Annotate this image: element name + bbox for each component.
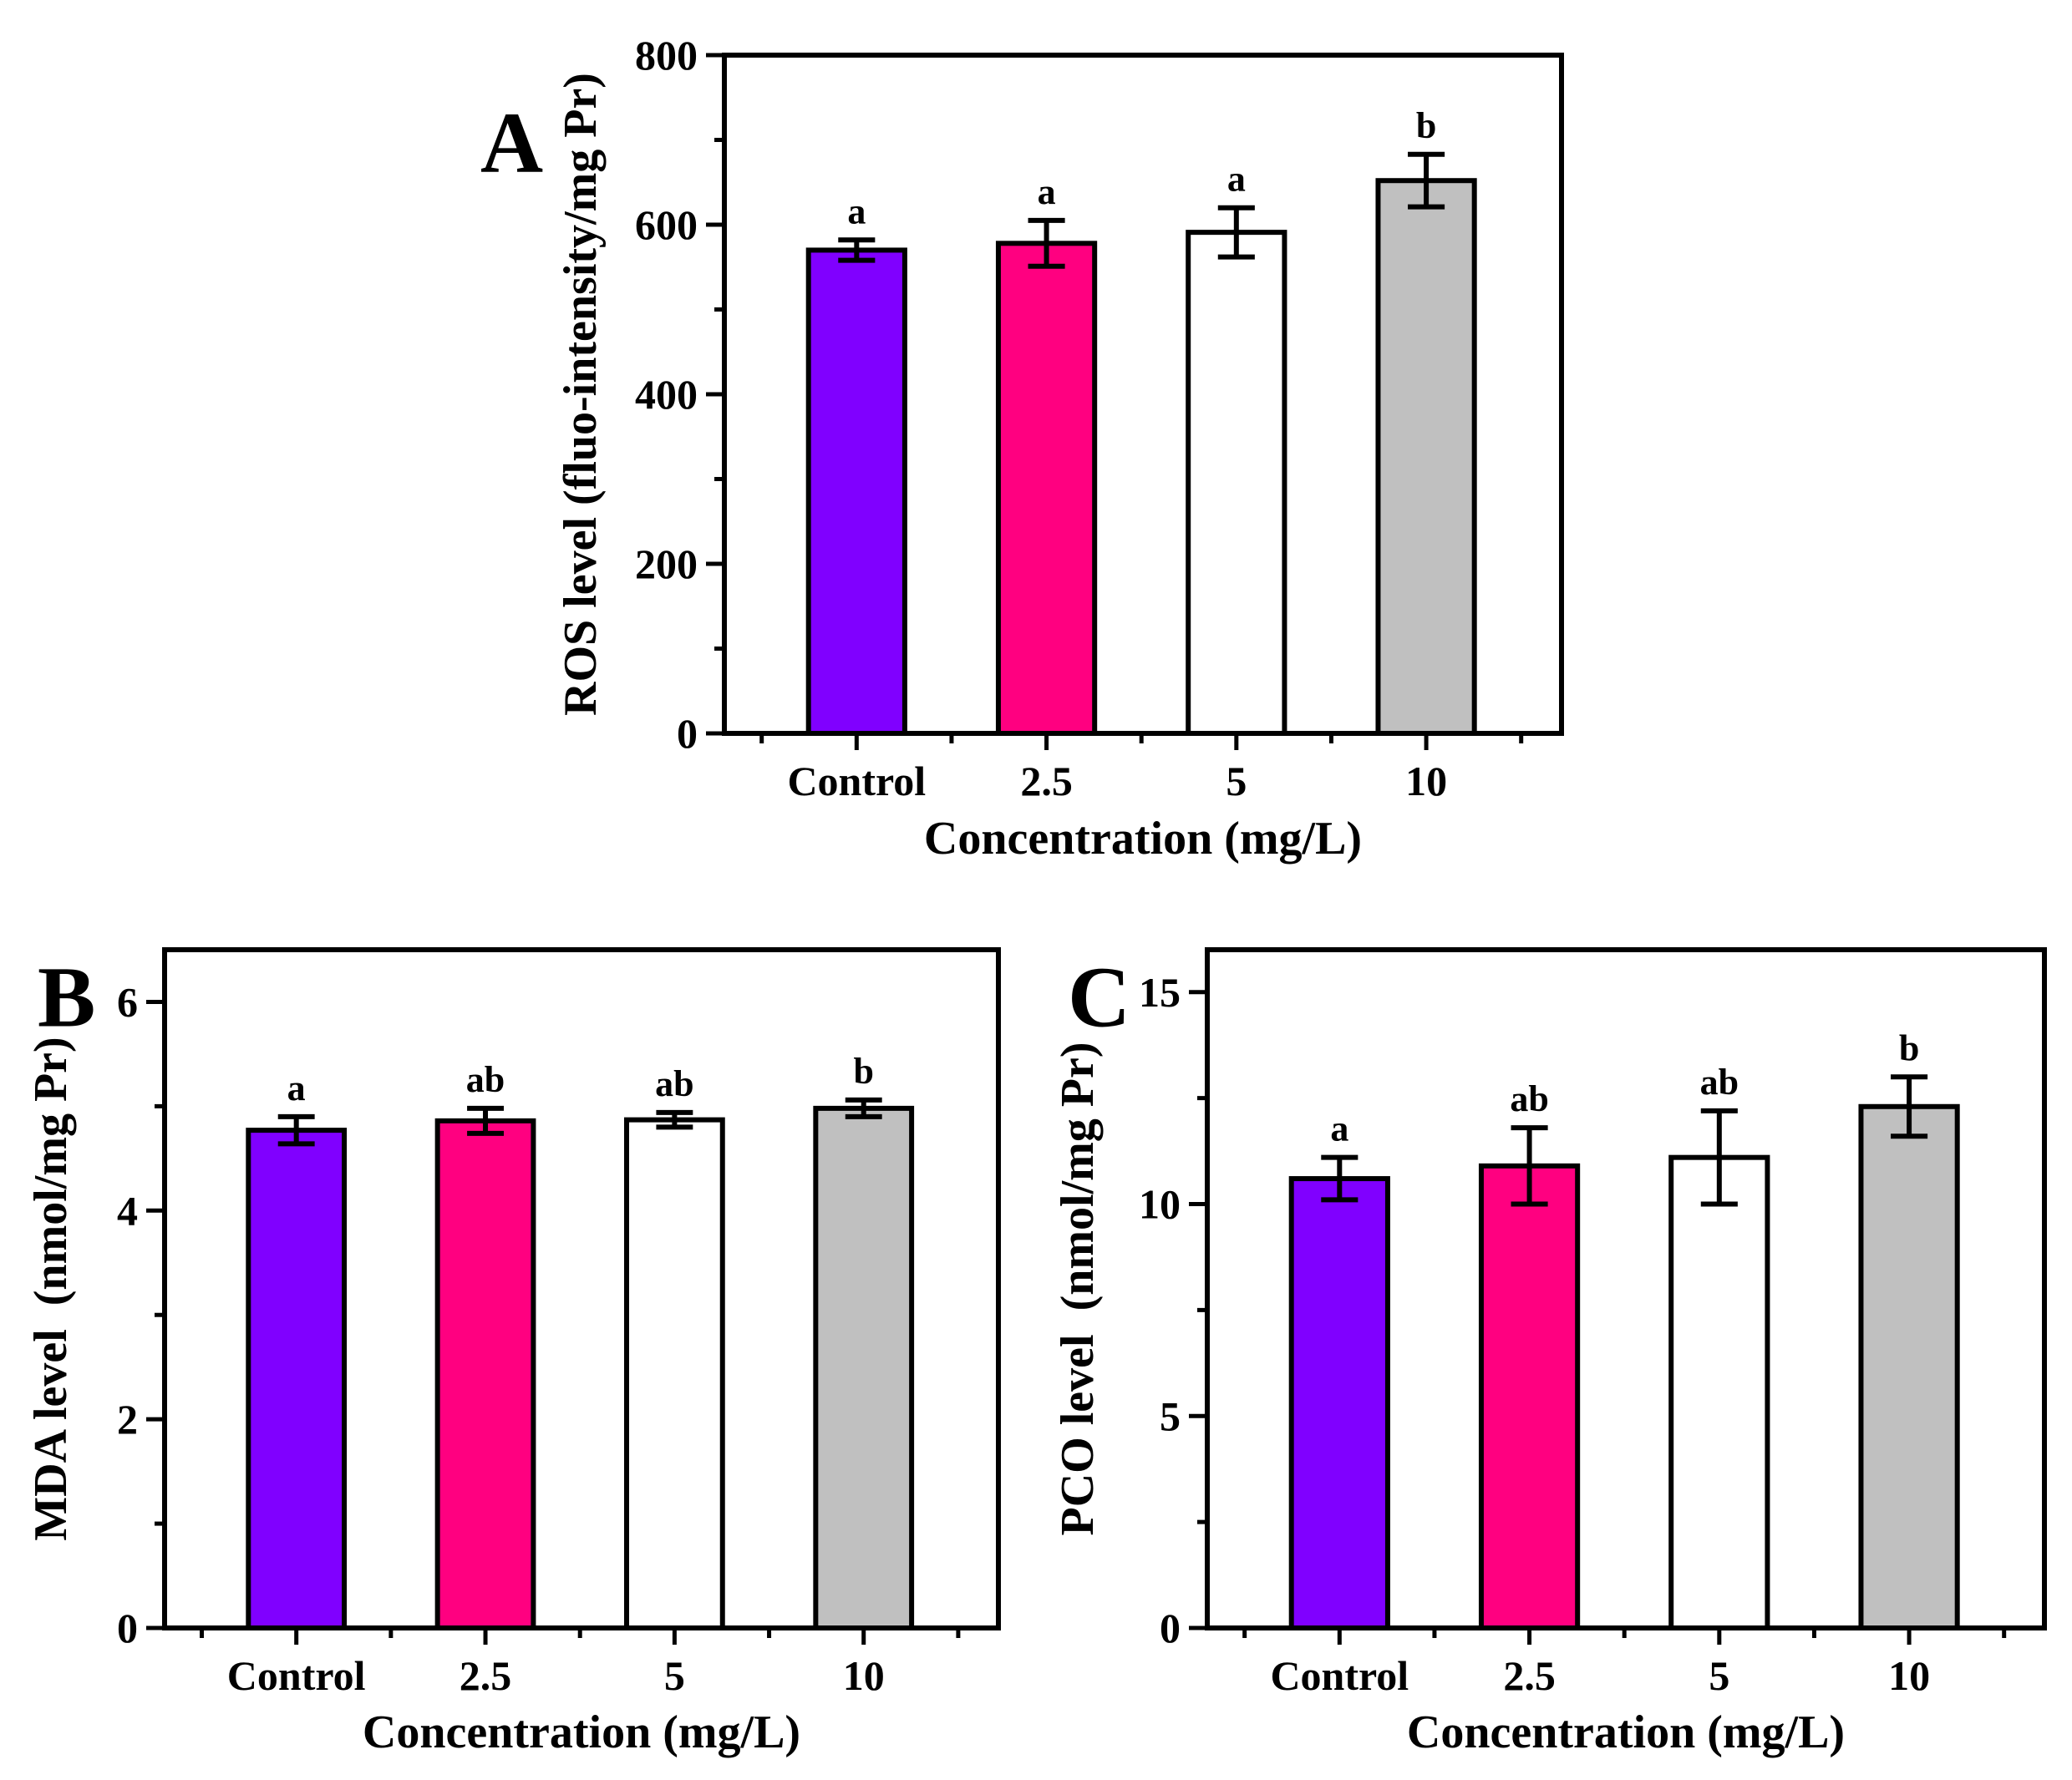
y-tick-label: 800 [635,32,698,79]
y-tick-label: 4 [117,1187,138,1234]
x-tick-label: Control [1270,1652,1409,1699]
bar-3 [813,1105,915,1630]
x-axis-title: Concentration (mg/L) [363,1706,800,1758]
x-tick-label: 5 [664,1652,685,1699]
bar-1 [995,241,1098,736]
panel-letter: B [38,950,95,1046]
significance-label: ab [1510,1078,1548,1119]
significance-label: a [1330,1108,1348,1149]
y-tick-label: 2 [117,1396,138,1443]
y-tick-label: 0 [677,710,698,757]
panel-b: Ba ab ab b 0 2 4 6 Control 2.5 5 10 Concentration (m… [25,947,1001,1758]
significance-label: a [847,190,866,231]
x-tick-label: 10 [1405,758,1447,804]
panel-letter: A [480,95,543,191]
y-tick-label: 200 [635,540,698,587]
y-tick-label: 600 [635,201,698,248]
y-tick-label: 6 [117,978,138,1025]
x-tick-label: 5 [1709,1652,1729,1699]
bar-1 [1478,1163,1581,1630]
x-tick-label: Control [787,758,926,804]
bar-2 [623,1117,725,1630]
significance-label: a [1227,159,1246,200]
x-tick-label: 2.5 [1020,758,1073,804]
y-tick-label: 400 [635,371,698,418]
significance-label: b [853,1051,873,1092]
x-tick-label: 10 [843,1652,885,1699]
y-axis-title: ROS level (fluo-intensity/mg Pr) [555,73,607,716]
significance-label: a [287,1067,306,1108]
significance-label: b [1416,105,1436,146]
y-tick-label: 0 [117,1605,138,1651]
significance-label: a [1038,171,1056,212]
x-tick-label: Control [227,1652,366,1699]
x-tick-label: 10 [1888,1652,1930,1699]
panel-a: Aa a a b 0 200 400 600 800 Control 2.5 5 10 Concentra… [480,32,1564,865]
significance-label: ab [655,1063,693,1104]
bar-2 [1186,230,1287,736]
y-tick-label: 0 [1160,1605,1181,1651]
panel-c: Ca ab ab b 0 5 10 15 Control 2.5 5 10 Concentration … [1052,947,2047,1758]
bar-0 [246,1128,348,1630]
y-tick-label: 5 [1160,1392,1181,1439]
significance-label: b [1899,1027,1919,1068]
x-axis-title: Concentration (mg/L) [924,813,1362,865]
x-tick-label: 2.5 [1503,1652,1556,1699]
bar-2 [1668,1154,1770,1631]
panel-letter: C [1068,950,1130,1046]
y-tick-label: 10 [1139,1181,1181,1228]
significance-label: ab [466,1059,505,1100]
bar-0 [1288,1176,1390,1631]
y-axis-title: PCO level (nmol/mg Pr) [1052,1042,1104,1536]
y-axis-title: MDA level (nmol/mg Pr) [25,1037,77,1540]
bar-0 [805,247,907,736]
bar-3 [1375,178,1477,737]
x-tick-label: 5 [1226,758,1247,804]
bar-1 [434,1118,536,1631]
x-tick-label: 2.5 [460,1652,512,1699]
y-tick-label: 15 [1139,969,1181,1016]
x-axis-title: Concentration (mg/L) [1407,1706,1845,1758]
bar-3 [1858,1103,1960,1630]
significance-label: ab [1700,1062,1739,1103]
